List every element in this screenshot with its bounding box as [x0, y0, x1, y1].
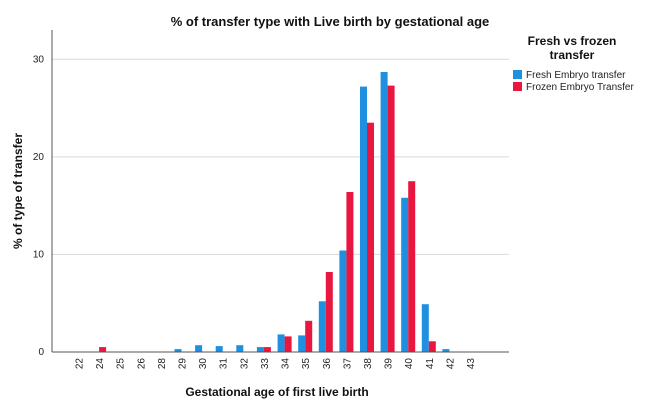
chart-title: % of transfer type with Live birth by ge…	[171, 14, 490, 29]
bar-frozen-38	[367, 122, 374, 352]
legend-label-frozen: Frozen Embryo Transfer	[526, 82, 634, 93]
plot-area	[52, 30, 509, 352]
bar-frozen-36	[325, 272, 333, 352]
x-tick-label: 40	[404, 358, 415, 370]
bar-frozen-40	[408, 181, 416, 352]
bar-fresh-42	[442, 349, 450, 352]
x-tick-label: 26	[136, 358, 147, 370]
bar-fresh-36	[318, 301, 326, 352]
bar-fresh-33	[256, 347, 264, 352]
bar-frozen-33	[263, 347, 271, 352]
bar-frozen-35	[305, 320, 313, 352]
x-tick-labels: 22 24 25 26 28 29 30 31 32 33 34 35 36 37 38 39 40 41 42 43	[75, 358, 478, 370]
legend-title-line-2: transfer	[550, 48, 595, 62]
x-tick-label: 39	[384, 358, 395, 370]
y-tick-label: 0	[38, 347, 44, 358]
x-tick-label: 42	[445, 358, 456, 370]
x-tick-label: 30	[198, 358, 209, 370]
x-tick-label: 31	[219, 358, 230, 370]
bar-frozen-41	[428, 341, 436, 352]
legend-swatch-fresh	[513, 70, 522, 79]
bar-fresh-34	[277, 334, 285, 352]
bar-fresh-38	[360, 86, 367, 352]
bar-frozen-24	[99, 347, 107, 352]
bar-frozen-34	[284, 336, 292, 352]
x-tick-label: 36	[322, 358, 333, 370]
x-tick-label: 24	[95, 358, 106, 370]
x-axis-label: Gestational age of first live birth	[185, 385, 368, 399]
grid-lines	[52, 58, 509, 255]
y-tick-labels: 0 10 20 30	[33, 54, 45, 358]
x-tick-label: 25	[116, 358, 127, 370]
bar-fresh-35	[298, 335, 306, 352]
bar-fresh-39	[380, 72, 388, 352]
bar-fresh-29	[174, 349, 182, 352]
bars-group	[71, 72, 477, 352]
bar-fresh-31	[215, 346, 223, 352]
legend-label-fresh: Fresh Embryo transfer	[526, 70, 626, 81]
y-tick-label: 10	[33, 249, 45, 260]
bar-fresh-32	[236, 345, 244, 352]
bar-fresh-40	[401, 197, 409, 352]
bar-fresh-30	[195, 345, 203, 352]
y-tick-label: 30	[33, 54, 45, 65]
x-tick-label: 38	[363, 358, 374, 370]
x-tick-label: 37	[342, 358, 353, 370]
bar-fresh-37	[339, 250, 347, 352]
bar-fresh-41	[421, 304, 429, 352]
x-tick-label: 28	[157, 358, 168, 370]
bar-frozen-39	[387, 85, 395, 352]
y-axis-label: % of type of transfer	[11, 133, 25, 249]
legend: Fresh vs frozen transfer Fresh Embryo tr…	[513, 34, 634, 93]
y-tick-label: 20	[33, 152, 45, 163]
x-tick-label: 41	[425, 358, 436, 370]
legend-swatch-frozen	[513, 82, 522, 91]
x-tick-label: 32	[239, 358, 250, 370]
x-tick-label: 22	[75, 358, 86, 370]
x-tick-label: 29	[178, 358, 189, 370]
bar-frozen-37	[346, 192, 354, 352]
x-tick-label: 43	[466, 358, 477, 370]
legend-title-line-1: Fresh vs frozen	[528, 34, 617, 48]
x-tick-label: 35	[301, 358, 312, 370]
x-tick-label: 34	[281, 358, 292, 370]
x-tick-label: 33	[260, 358, 271, 370]
